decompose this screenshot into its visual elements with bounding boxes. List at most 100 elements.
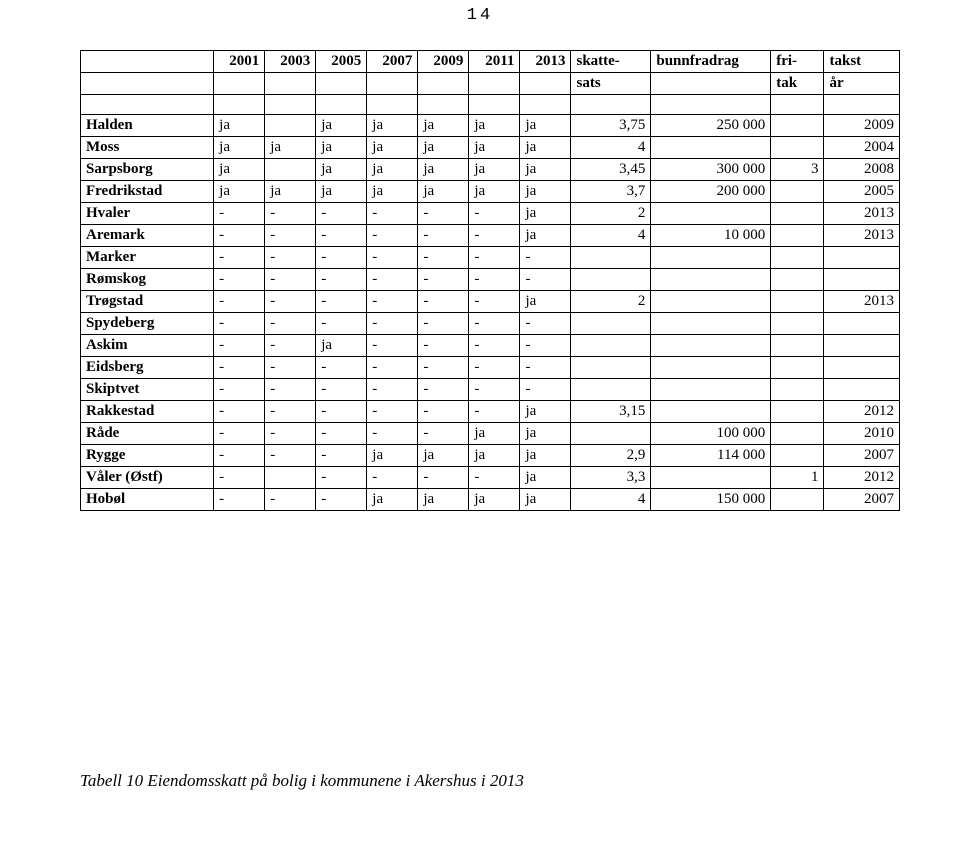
cell-takst: 2012 [824, 467, 900, 489]
h2-7 [520, 73, 571, 95]
cell-y2007: ja [367, 489, 418, 511]
cell-takst: 2013 [824, 291, 900, 313]
cell-y2001: - [214, 247, 265, 269]
table-row: Fredrikstadjajajajajajaja3,7200 0002005 [81, 181, 900, 203]
cell-fri [771, 203, 824, 225]
col-skatte: skatte- [571, 51, 651, 73]
cell-y2003: ja [265, 137, 316, 159]
row-label: Askim [81, 335, 214, 357]
cell-bunn [651, 247, 771, 269]
table-row: Sarpsborgjajajajajaja3,45300 00032008 [81, 159, 900, 181]
table-row: Aremark------ja410 0002013 [81, 225, 900, 247]
cell-y2011: - [469, 225, 520, 247]
cell-y2009: - [418, 269, 469, 291]
table-row: Spydeberg------- [81, 313, 900, 335]
col-takst: takst [824, 51, 900, 73]
cell-y2005: - [316, 291, 367, 313]
cell-y2007: - [367, 247, 418, 269]
cell-y2001: - [214, 401, 265, 423]
cell-y2009: - [418, 291, 469, 313]
cell-y2007: - [367, 335, 418, 357]
h2-ar: år [824, 73, 900, 95]
row-label: Halden [81, 115, 214, 137]
cell-bunn: 10 000 [651, 225, 771, 247]
cell-takst: 2009 [824, 115, 900, 137]
row-label: Skiptvet [81, 379, 214, 401]
cell-y2009: - [418, 467, 469, 489]
cell-y2009: - [418, 335, 469, 357]
cell-skatte: 3,45 [571, 159, 651, 181]
cell-y2013: ja [520, 291, 571, 313]
cell-bunn [651, 335, 771, 357]
cell-y2005: ja [316, 159, 367, 181]
cell-takst: 2010 [824, 423, 900, 445]
cell-y2003: - [265, 423, 316, 445]
row-label: Eidsberg [81, 357, 214, 379]
table-row: Askim--ja---- [81, 335, 900, 357]
h2-tak: tak [771, 73, 824, 95]
table-row: Råde-----jaja100 0002010 [81, 423, 900, 445]
cell-takst [824, 335, 900, 357]
cell-y2007: - [367, 357, 418, 379]
row-label: Spydeberg [81, 313, 214, 335]
cell-y2003: - [265, 489, 316, 511]
row-label: Sarpsborg [81, 159, 214, 181]
cell-y2007: ja [367, 181, 418, 203]
h2-6 [469, 73, 520, 95]
cell-y2003: - [265, 335, 316, 357]
row-label: Hvaler [81, 203, 214, 225]
cell-y2003 [265, 115, 316, 137]
cell-takst [824, 313, 900, 335]
row-label: Våler (Østf) [81, 467, 214, 489]
cell-y2013: ja [520, 401, 571, 423]
cell-skatte: 4 [571, 225, 651, 247]
cell-y2003: - [265, 379, 316, 401]
table-row: Våler (Østf)-----ja3,312012 [81, 467, 900, 489]
cell-bunn [651, 379, 771, 401]
row-label: Hobøl [81, 489, 214, 511]
cell-y2009: - [418, 313, 469, 335]
cell-y2005: - [316, 423, 367, 445]
cell-y2009: - [418, 357, 469, 379]
page-number: 14 [0, 6, 960, 25]
cell-y2013: - [520, 379, 571, 401]
cell-y2003 [265, 467, 316, 489]
cell-y2009: - [418, 379, 469, 401]
cell-takst: 2007 [824, 489, 900, 511]
cell-skatte: 3,15 [571, 401, 651, 423]
cell-fri [771, 115, 824, 137]
col-2007: 2007 [367, 51, 418, 73]
cell-skatte [571, 357, 651, 379]
cell-y2001: ja [214, 137, 265, 159]
cell-skatte: 2 [571, 203, 651, 225]
cell-fri [771, 313, 824, 335]
tax-table: 2001 2003 2005 2007 2009 2011 2013 skatt… [80, 50, 900, 511]
cell-y2013: ja [520, 203, 571, 225]
table-head: 2001 2003 2005 2007 2009 2011 2013 skatt… [81, 51, 900, 115]
cell-takst: 2013 [824, 225, 900, 247]
cell-y2011: - [469, 357, 520, 379]
cell-takst [824, 357, 900, 379]
row-label: Trøgstad [81, 291, 214, 313]
table-row: Haldenjajajajajaja3,75250 0002009 [81, 115, 900, 137]
cell-fri [771, 335, 824, 357]
cell-y2003 [265, 159, 316, 181]
cell-y2013: - [520, 357, 571, 379]
table-row: Mossjajajajajajaja42004 [81, 137, 900, 159]
cell-y2011: ja [469, 137, 520, 159]
table-row: Rømskog------- [81, 269, 900, 291]
cell-y2011: ja [469, 489, 520, 511]
cell-takst: 2007 [824, 445, 900, 467]
col-bunn: bunnfradrag [651, 51, 771, 73]
cell-y2007: - [367, 379, 418, 401]
cell-y2001: - [214, 379, 265, 401]
col-2001: 2001 [214, 51, 265, 73]
cell-y2001: - [214, 489, 265, 511]
cell-fri [771, 137, 824, 159]
cell-y2009: ja [418, 137, 469, 159]
cell-bunn: 300 000 [651, 159, 771, 181]
cell-y2009: ja [418, 445, 469, 467]
table-row: Eidsberg------- [81, 357, 900, 379]
cell-y2013: ja [520, 467, 571, 489]
cell-fri [771, 489, 824, 511]
